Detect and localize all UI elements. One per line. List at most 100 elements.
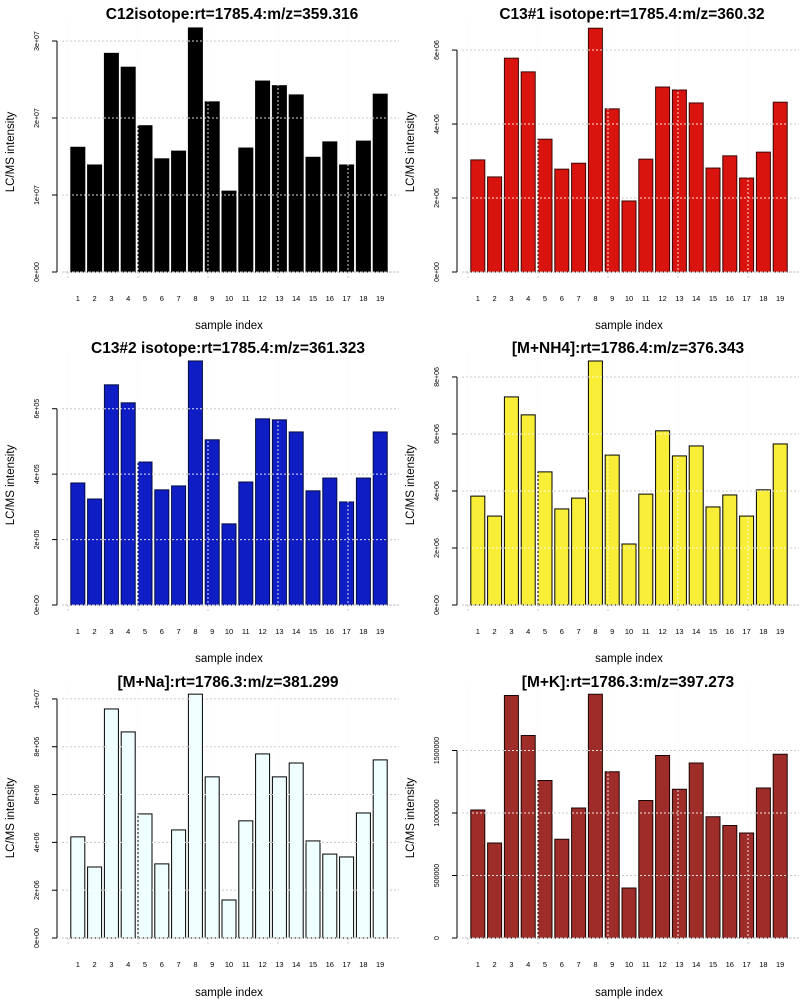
bar-sample-14	[288, 431, 304, 606]
x-tick-label: 16	[326, 627, 334, 636]
x-tick-label: 1	[76, 960, 80, 969]
x-tick-label: 13	[275, 294, 283, 303]
x-tick-label: 7	[177, 960, 181, 969]
bar-sample-14	[688, 445, 704, 606]
x-tick-label: 12	[258, 627, 266, 636]
bar-sample-8	[587, 27, 603, 273]
y-tick-label: 0e+00	[34, 595, 41, 615]
x-axis-label: sample index	[195, 653, 263, 665]
x-tick-label: 18	[759, 627, 767, 636]
bar-sample-10	[621, 543, 637, 606]
y-tick-label: 4e+05	[34, 464, 41, 484]
y-tick-label: 0	[434, 936, 441, 940]
bar-sample-3	[103, 384, 119, 606]
x-tick-label: 19	[776, 294, 784, 303]
x-axis-label: sample index	[195, 320, 263, 332]
bar-sample-10	[621, 200, 637, 273]
x-tick-label: 6	[160, 627, 164, 636]
x-tick-label: 8	[593, 294, 597, 303]
x-tick-label: 13	[275, 627, 283, 636]
x-tick-label: 13	[675, 294, 683, 303]
x-tick-label: 6	[560, 960, 564, 969]
bar-sample-7	[571, 807, 587, 939]
x-tick-label: 8	[193, 960, 197, 969]
x-tick-label: 7	[177, 294, 181, 303]
x-axis-label: sample index	[595, 653, 663, 665]
bar-sample-2	[87, 498, 103, 606]
bar-sample-18	[755, 489, 771, 606]
bar-sample-16	[322, 477, 338, 606]
bar-sample-13	[671, 89, 687, 273]
x-axis-label: sample index	[595, 320, 663, 332]
x-tick-label: 15	[709, 960, 717, 969]
panel-m-k: [M+K]:rt=1786.3:m/z=397.273 LC/MS intens…	[400, 666, 800, 999]
y-tick-label: 8e+06	[434, 367, 441, 387]
x-tick-label: 10	[625, 294, 633, 303]
y-axis-label: LC/MS intensity	[5, 444, 17, 525]
x-tick-label: 10	[625, 960, 633, 969]
x-tick-labels: 1 2 3 4 5 6 7 8 9 10 11 12 13 14 15 16 17 18 19	[76, 627, 385, 636]
x-tick-label: 11	[242, 294, 250, 303]
bar-sample-19	[772, 101, 788, 273]
bar-sample-1	[70, 482, 86, 606]
grid-overlay	[467, 686, 791, 939]
bar-sample-3	[503, 695, 519, 939]
y-axis-label: LC/MS intensity	[405, 111, 417, 192]
x-tick-label: 18	[759, 960, 767, 969]
bars	[70, 27, 388, 273]
x-tick-label: 10	[625, 627, 633, 636]
bar-sample-3	[103, 708, 119, 939]
chart-title: C13#2 isotope:rt=1785.4:m/z=361.323	[91, 340, 365, 357]
bar-sample-17	[339, 856, 355, 939]
x-tick-labels: 1 2 3 4 5 6 7 8 9 10 11 12 13 14 15 16 17 18 19	[76, 960, 385, 969]
y-tick-label: 1e+07	[34, 689, 41, 709]
y-axis: 0e+00 2e+05 4e+05 6e+05	[34, 399, 58, 615]
bar-sample-12	[255, 418, 271, 606]
y-tick-label: 4e+06	[434, 114, 441, 134]
x-tick-label: 2	[493, 294, 497, 303]
bar-sample-8	[187, 360, 203, 606]
bar-sample-2	[487, 176, 503, 273]
x-tick-label: 12	[658, 294, 666, 303]
bar-sample-10	[221, 899, 237, 939]
y-tick-label: 6e+06	[34, 785, 41, 805]
chart-title: [M+K]:rt=1786.3:m/z=397.273	[522, 674, 735, 691]
x-tick-label: 4	[526, 294, 530, 303]
bar-sample-18	[355, 477, 371, 606]
x-tick-label: 2	[493, 627, 497, 636]
x-tick-label: 17	[342, 960, 350, 969]
bar-sample-3	[503, 57, 519, 273]
bar-sample-15	[305, 156, 321, 273]
bar-sample-2	[87, 164, 103, 273]
bar-sample-9	[604, 771, 620, 939]
x-tick-label: 4	[126, 294, 130, 303]
bar-sample-3	[503, 396, 519, 606]
bar-sample-11	[238, 820, 254, 939]
x-tick-label: 9	[610, 960, 614, 969]
bars	[70, 693, 388, 939]
bar-sample-3	[103, 52, 119, 273]
bar-sample-15	[305, 490, 321, 606]
bar-sample-7	[571, 162, 587, 273]
grid-overlay	[467, 20, 791, 273]
bar-sample-2	[87, 866, 103, 939]
x-tick-label: 11	[642, 627, 650, 636]
bar-sample-15	[305, 840, 321, 939]
x-tick-label: 1	[76, 627, 80, 636]
x-tick-label: 6	[560, 627, 564, 636]
x-tick-label: 3	[109, 960, 113, 969]
bar-sample-17	[339, 501, 355, 606]
x-tick-label: 9	[210, 627, 214, 636]
x-tick-label: 3	[509, 627, 513, 636]
y-tick-label: 2e+06	[34, 880, 41, 900]
x-tick-label: 18	[359, 294, 367, 303]
bar-sample-19	[772, 753, 788, 939]
x-tick-label: 10	[225, 627, 233, 636]
bar-sample-19	[372, 431, 388, 606]
bar-sample-11	[638, 800, 654, 939]
x-tick-label: 17	[342, 627, 350, 636]
chart-svg: [M+Na]:rt=1786.3:m/z=381.299 LC/MS inten…	[5, 674, 399, 999]
bar-sample-9	[204, 776, 220, 939]
panel-c12-isotope: C12isotope:rt=1785.4:m/z=359.316 LC/MS i…	[0, 0, 400, 333]
bar-sample-11	[638, 158, 654, 273]
